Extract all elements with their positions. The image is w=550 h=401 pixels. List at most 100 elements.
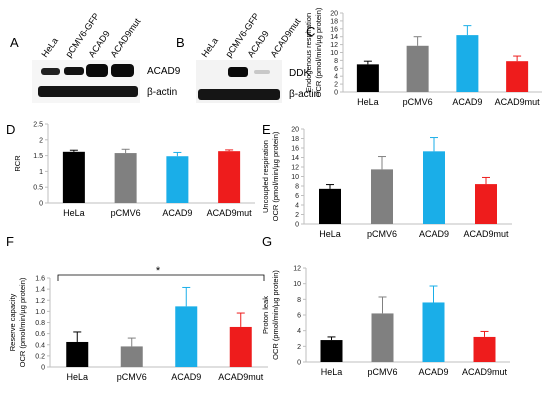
x-tick-label: pCMV6 <box>403 97 433 107</box>
y-tick-label: 0.2 <box>35 353 45 360</box>
lane-label: HeLa <box>39 36 60 59</box>
y-tick-label: 10 <box>291 174 299 181</box>
y-tick-label: 0.5 <box>33 185 43 192</box>
bar-acad9 <box>423 151 445 224</box>
x-tick-label: ACAD9mut <box>462 367 508 377</box>
panel-c-letter: C <box>306 24 315 39</box>
lane-label: ACAD9mut <box>108 16 142 59</box>
y-tick-label: 2 <box>39 137 43 144</box>
x-tick-label: HeLa <box>321 367 343 377</box>
y-tick-label: 10 <box>330 50 338 57</box>
y-tick-label: 16 <box>330 26 338 33</box>
y-axis-label: Reserve capacity <box>8 293 17 351</box>
band-label: ACAD9 <box>147 66 181 77</box>
y-tick-label: 12 <box>291 165 299 172</box>
y-tick-label: 12 <box>293 266 301 273</box>
lane-label: HeLa <box>199 36 220 59</box>
y-tick-label: 1.6 <box>35 276 45 283</box>
x-tick-label: HeLa <box>63 208 85 218</box>
bar-acad9 <box>456 35 479 92</box>
y-tick-label: 14 <box>330 34 338 41</box>
y-axis-label: OCR (pmol/min/µg protein) <box>271 131 280 221</box>
y-tick-label: 4 <box>297 328 301 335</box>
x-tick-label: pCMV6 <box>367 229 397 239</box>
y-tick-label: 0 <box>297 360 301 367</box>
y-tick-label: 1.2 <box>35 298 45 305</box>
y-tick-label: 1 <box>39 169 43 176</box>
y-tick-label: 18 <box>291 136 299 143</box>
y-tick-label: 6 <box>334 66 338 73</box>
bar-acad9mut <box>218 151 241 203</box>
y-axis-label: Uncoupled respiration <box>261 140 270 213</box>
lane-label: ACAD9 <box>86 29 111 59</box>
bar-acad9 <box>166 156 189 203</box>
x-tick-label: ACAD9mut <box>207 208 253 218</box>
y-tick-label: 2 <box>297 344 301 351</box>
y-tick-label: 2.5 <box>33 122 43 129</box>
y-tick-label: 8 <box>334 58 338 65</box>
y-tick-label: 0 <box>295 222 299 229</box>
x-tick-label: ACAD9mut <box>463 229 509 239</box>
significance-bracket: * <box>57 265 265 281</box>
x-tick-label: ACAD9 <box>171 372 201 382</box>
bar-hela <box>319 188 341 224</box>
y-tick-label: 0.4 <box>35 342 45 349</box>
y-tick-label: 14 <box>291 155 299 162</box>
y-tick-label: 20 <box>330 11 338 18</box>
panel-b-letter: B <box>176 35 185 50</box>
chart-proton-leak: 0 2 4 6 8 10 12 HeLa pCMV6 ACAD9 ACAD9mut Proton le… <box>261 266 510 377</box>
y-tick-label: 18 <box>330 18 338 25</box>
y-tick-label: 20 <box>291 127 299 134</box>
bar-hela <box>320 340 343 362</box>
y-tick-label: 4 <box>295 203 299 210</box>
y-tick-label: 0.6 <box>35 331 45 338</box>
x-tick-label: HeLa <box>66 372 88 382</box>
x-tick-label: ACAD9 <box>452 97 482 107</box>
bar-pcmv6 <box>371 169 393 224</box>
bar-pcmv6 <box>371 313 394 362</box>
bar-hela <box>62 151 85 203</box>
blot-band <box>86 64 108 77</box>
bar-acad9mut <box>473 336 496 362</box>
panel-e-letter: E <box>262 122 271 137</box>
bar-acad9mut <box>506 61 529 92</box>
blot-band <box>64 67 84 75</box>
chart-rcr: 0 0.5 1 1.5 2 2.5 HeLa pCMV6 ACAD9 ACAD9mut RCR <box>13 122 255 218</box>
y-tick-label: 6 <box>297 313 301 320</box>
y-tick-label: 1.0 <box>35 309 45 316</box>
blot-band <box>41 68 60 75</box>
y-tick-label: 2 <box>295 212 299 219</box>
y-axis-label: Endogenous respiration <box>304 13 313 92</box>
x-tick-label: HeLa <box>319 229 341 239</box>
bar-hela <box>66 341 89 367</box>
y-tick-label: 1.4 <box>35 287 45 294</box>
x-tick-label: HeLa <box>357 97 379 107</box>
bar-pcmv6 <box>120 346 143 367</box>
blot-band <box>254 70 270 74</box>
bar-acad9mut <box>475 184 497 224</box>
chart-uncoupled-respiration: 0 2 4 6 8 10 12 14 16 18 20 HeLa pCMV6 ACAD9 ACAD9mut U… <box>261 127 512 239</box>
x-tick-label: ACAD9mut <box>218 372 264 382</box>
y-axis-label: OCR (pmol/min/µg protein) <box>271 270 280 360</box>
y-tick-label: 0 <box>39 201 43 208</box>
blot-band <box>38 86 138 97</box>
x-tick-label: ACAD9 <box>419 229 449 239</box>
y-tick-label: 12 <box>330 42 338 49</box>
y-axis-label: OCR (pmol/min/µg protein) <box>18 277 27 367</box>
bar-acad9 <box>422 302 445 362</box>
band-label: DDK <box>289 68 310 79</box>
bar-pcmv6 <box>406 45 429 92</box>
y-axis-label: OCR (pmol/min/µg protein) <box>314 7 323 97</box>
panel-f-letter: F <box>6 234 14 249</box>
lane-label: ACAD9mut <box>268 16 302 59</box>
x-tick-label: ACAD9 <box>418 367 448 377</box>
y-tick-label: 1.5 <box>33 153 43 160</box>
panel-a: A HeLa pCMV6-GFP ACAD9 ACAD9mut ACAD9 β-… <box>10 11 181 103</box>
chart-reserve-capacity: 0 0.2 0.4 0.6 0.8 1.0 1.2 1.4 1.6 HeLa pCMV6 ACAD9 A… <box>8 276 268 382</box>
y-tick-label: 8 <box>295 184 299 191</box>
y-tick-label: 6 <box>295 193 299 200</box>
y-tick-label: 0 <box>334 90 338 97</box>
bar-acad9mut <box>229 326 252 367</box>
y-tick-label: 2 <box>334 82 338 89</box>
